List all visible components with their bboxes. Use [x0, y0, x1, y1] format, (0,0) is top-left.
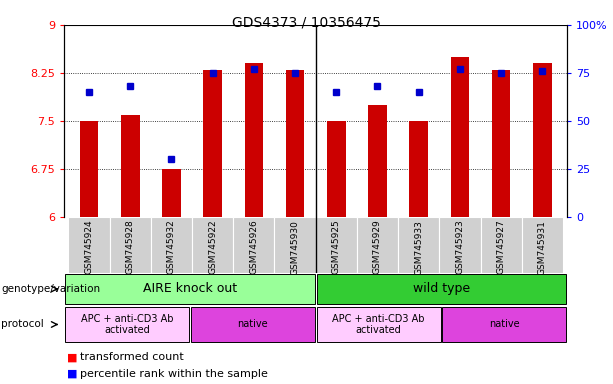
Bar [234, 217, 275, 273]
Bar [316, 307, 441, 342]
Text: GSM745928: GSM745928 [126, 220, 135, 275]
Text: GDS4373 / 10356475: GDS4373 / 10356475 [232, 15, 381, 29]
Text: AIRE knock out: AIRE knock out [143, 283, 237, 295]
Bar [398, 217, 440, 273]
Text: transformed count: transformed count [80, 352, 183, 362]
Bar [409, 121, 428, 217]
Bar [151, 217, 192, 273]
Text: wild type: wild type [413, 283, 470, 295]
Bar [80, 121, 98, 217]
Text: ■: ■ [67, 369, 78, 379]
Bar [368, 105, 387, 217]
Bar [275, 217, 316, 273]
Text: GSM745923: GSM745923 [455, 220, 465, 275]
Text: native: native [489, 319, 519, 329]
Bar [327, 121, 346, 217]
Text: GSM745930: GSM745930 [291, 220, 300, 275]
Text: ■: ■ [67, 352, 78, 362]
Text: GSM745926: GSM745926 [249, 220, 259, 275]
Bar [65, 307, 189, 342]
Text: GSM745931: GSM745931 [538, 220, 547, 275]
Bar [65, 274, 315, 304]
Bar [192, 217, 234, 273]
Text: GSM745933: GSM745933 [414, 220, 423, 275]
Bar [533, 63, 552, 217]
Bar [316, 217, 357, 273]
Bar [245, 63, 263, 217]
Text: APC + anti-CD3 Ab
activated: APC + anti-CD3 Ab activated [332, 314, 425, 335]
Bar [316, 274, 566, 304]
Bar [121, 114, 140, 217]
Bar [357, 217, 398, 273]
Text: GSM745924: GSM745924 [85, 220, 94, 275]
Bar [440, 217, 481, 273]
Text: genotype/variation: genotype/variation [1, 284, 101, 294]
Text: GSM745922: GSM745922 [208, 220, 217, 275]
Text: GSM745929: GSM745929 [373, 220, 382, 275]
Bar [69, 217, 110, 273]
Bar [492, 70, 511, 217]
Bar [451, 57, 469, 217]
Bar [204, 70, 222, 217]
Bar [110, 217, 151, 273]
Text: GSM745932: GSM745932 [167, 220, 176, 275]
Text: native: native [238, 319, 268, 329]
Bar [286, 70, 305, 217]
Bar [162, 169, 181, 217]
Text: protocol: protocol [1, 319, 44, 329]
Bar [481, 217, 522, 273]
Bar [522, 217, 563, 273]
Text: GSM745925: GSM745925 [332, 220, 341, 275]
Bar [191, 307, 315, 342]
Text: APC + anti-CD3 Ab
activated: APC + anti-CD3 Ab activated [81, 314, 173, 335]
Text: percentile rank within the sample: percentile rank within the sample [80, 369, 267, 379]
Text: GSM745927: GSM745927 [497, 220, 506, 275]
Bar [442, 307, 566, 342]
